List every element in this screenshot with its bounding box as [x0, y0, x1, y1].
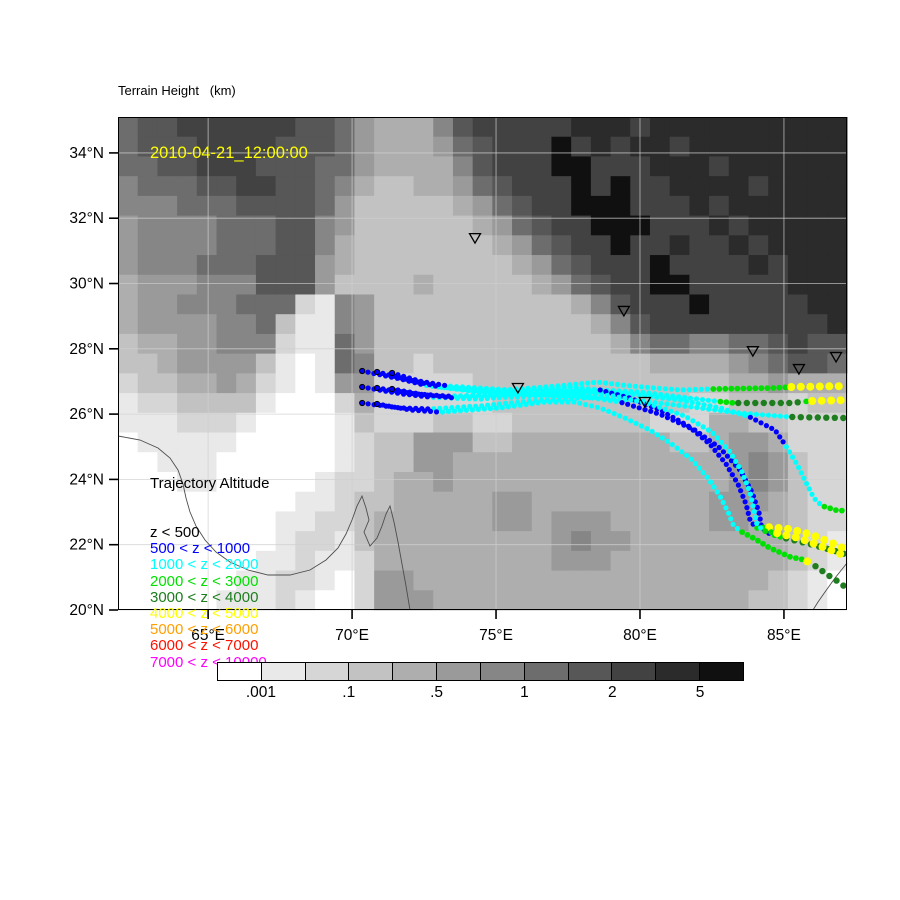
- colorbar-cell: [612, 663, 657, 680]
- x-tick-label: 70°E: [335, 627, 369, 644]
- colorbar-cell: [393, 663, 438, 680]
- y-tick-label: 20°N: [69, 602, 104, 619]
- y-tick-label: 22°N: [69, 537, 104, 554]
- y-tick-label: 28°N: [69, 341, 104, 358]
- coastline-contours: [117, 435, 848, 611]
- terrain-colorbar: [217, 662, 744, 681]
- legend-entry: 6000 < z < 7000: [150, 637, 259, 655]
- terrain-trajectory-map: 20°N 22°N 24°N 26°N 28°N 30°N 32°N 34°N 65°E 70°E…: [69, 117, 848, 644]
- x-tick-label: 85°E: [767, 627, 801, 644]
- x-tick-label: 75°E: [479, 627, 513, 644]
- colorbar-label: .1: [342, 684, 356, 701]
- colorbar-label: 5: [695, 684, 705, 701]
- y-tick-label: 24°N: [69, 471, 104, 488]
- legend-entry: 1000 < z < 2000: [150, 556, 259, 574]
- x-tick-label: 65°E: [191, 627, 225, 644]
- legend-entry: z < 500: [150, 524, 200, 542]
- terrain-raster: [118, 117, 848, 611]
- colorbar-cell: [261, 663, 306, 680]
- legend-entry: 500 < z < 1000: [150, 540, 251, 558]
- axis-tick-labels: 20°N 22°N 24°N 26°N 28°N 30°N 32°N 34°N 65°E 70°E…: [69, 145, 800, 644]
- colorbar-cell: [480, 663, 525, 680]
- colorbar-cell: [568, 663, 613, 680]
- plot-title: Terrain Height (km): [118, 83, 236, 98]
- y-tick-label: 30°N: [69, 276, 104, 293]
- colorbar-tick-labels: .001 .1 .5 1 2 5: [217, 684, 744, 704]
- y-tick-label: 26°N: [69, 406, 104, 423]
- axis-ticks: [109, 152, 785, 619]
- colorbar-cell: [524, 663, 569, 680]
- colorbar-cell: [437, 663, 481, 680]
- colorbar-cell: [218, 663, 262, 680]
- legend-entry: 2000 < z < 3000: [150, 572, 259, 590]
- colorbar-cell: [700, 663, 743, 680]
- x-tick-label: 80°E: [623, 627, 657, 644]
- trajectory-altitude-legend: Trajectory Altitude z < 500 500 < z < 100…: [150, 444, 270, 671]
- colorbar-label: .5: [430, 684, 444, 701]
- map-frame: [118, 117, 847, 610]
- legend-entry: 3000 < z < 4000: [150, 588, 259, 606]
- legend-title: Trajectory Altitude: [150, 475, 270, 493]
- colorbar-label: 2: [607, 684, 617, 701]
- colorbar-cell: [305, 663, 350, 680]
- station-triangle-markers: [468, 232, 843, 409]
- colorbar-label: .001: [245, 684, 276, 701]
- y-tick-label: 34°N: [69, 145, 104, 162]
- timestamp-label: 2010-04-21_12:00:00: [150, 144, 308, 162]
- legend-entry: 4000 < z < 5000: [150, 605, 259, 623]
- legend-entry: 5000 < z < 6000: [150, 621, 259, 639]
- colorbar-cell: [656, 663, 701, 680]
- colorbar-label: 1: [520, 684, 529, 701]
- colorbar-cell: [349, 663, 394, 680]
- y-tick-label: 32°N: [69, 210, 104, 227]
